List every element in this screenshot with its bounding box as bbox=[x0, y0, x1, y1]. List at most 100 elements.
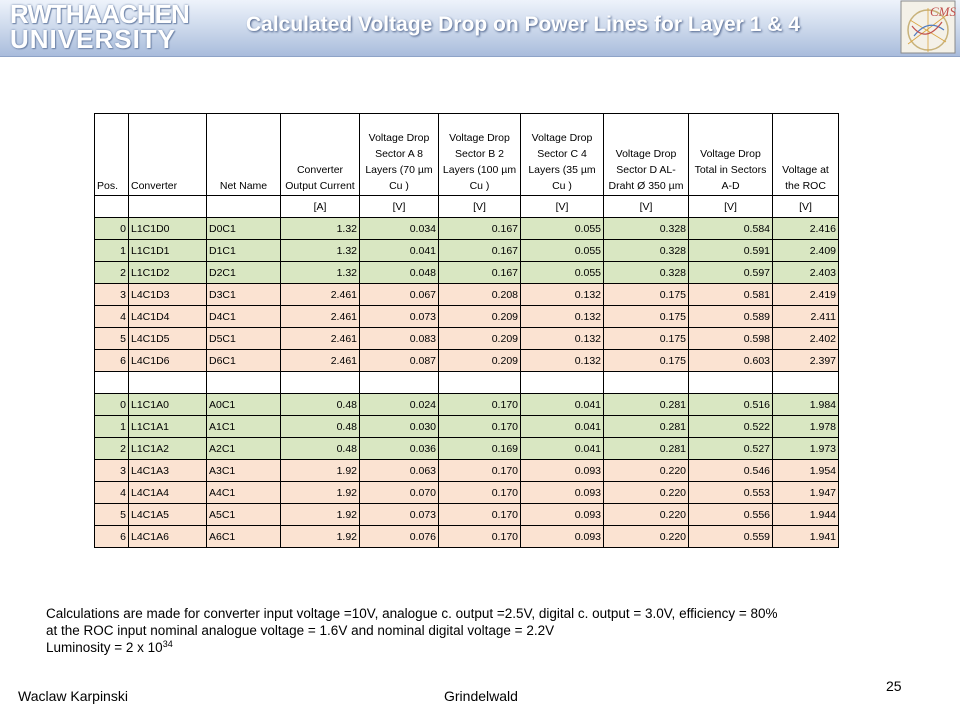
note-line-3: Luminosity = 2 x 1034 bbox=[46, 639, 778, 656]
cell-sector-a: 0.063 bbox=[359, 459, 439, 482]
cell-pos: 1 bbox=[94, 239, 129, 262]
cell-converter: L1C1A1 bbox=[128, 415, 207, 438]
cell-sector-b: 0.170 bbox=[438, 525, 521, 548]
cell-pos: 3 bbox=[94, 283, 129, 306]
cell-sector-a: 0.036 bbox=[359, 437, 439, 460]
table-row: 3 L4C1A3 A3C1 1.92 0.063 0.170 0.093 0.220 0.546… bbox=[94, 459, 839, 482]
cell-sector-a: 0.087 bbox=[359, 349, 439, 372]
cell-total-drop: 0.559 bbox=[688, 525, 773, 548]
table-row: 0 L1C1D0 D0C1 1.32 0.034 0.167 0.055 0.328 0.584… bbox=[94, 217, 839, 240]
cell-sector-a: 0.067 bbox=[359, 283, 439, 306]
cell-pos bbox=[94, 195, 129, 218]
cell-roc-voltage: 2.397 bbox=[772, 349, 839, 372]
cell-net-name: D0C1 bbox=[206, 217, 281, 240]
cell-output-current: 1.92 bbox=[280, 459, 360, 482]
university-logo: RWTHAACHEN UNIVERSITY bbox=[10, 1, 190, 53]
cell-sector-a: 0.070 bbox=[359, 481, 439, 504]
cell-sector-a: 0.041 bbox=[359, 239, 439, 262]
cell-converter: L4C1D5 bbox=[128, 327, 207, 350]
cell-sector-a: 0.073 bbox=[359, 503, 439, 526]
footer-author: Waclaw Karpinski bbox=[18, 688, 128, 704]
cell-sector-c: 0.041 bbox=[520, 393, 604, 416]
cell-total-drop: 0.603 bbox=[688, 349, 773, 372]
table-row: 6 L4C1D6 D6C1 2.461 0.087 0.209 0.132 0.175 0.60… bbox=[94, 349, 839, 372]
cms-logo-text: CMS bbox=[930, 4, 956, 19]
cell-sector-d bbox=[603, 371, 689, 394]
cell-converter: L1C1A2 bbox=[128, 437, 207, 460]
cell-sector-b: 0.170 bbox=[438, 481, 521, 504]
cell-net-name bbox=[206, 371, 281, 394]
cell-net-name: D2C1 bbox=[206, 261, 281, 284]
cell-net-name: D1C1 bbox=[206, 239, 281, 262]
cell-total-drop: 0.522 bbox=[688, 415, 773, 438]
cell-converter: L1C1A0 bbox=[128, 393, 207, 416]
cell-total-drop: 0.546 bbox=[688, 459, 773, 482]
cell-sector-d: 0.328 bbox=[603, 239, 689, 262]
cell-pos: 1 bbox=[94, 415, 129, 438]
page-number: 25 bbox=[886, 678, 902, 694]
cell-roc-voltage: 2.403 bbox=[772, 261, 839, 284]
cell-sector-c: 0.041 bbox=[520, 415, 604, 438]
cell-total-drop: 0.527 bbox=[688, 437, 773, 460]
cell-output-current: 0.48 bbox=[280, 415, 360, 438]
cell-sector-d: 0.328 bbox=[603, 217, 689, 240]
cell-sector-a: 0.076 bbox=[359, 525, 439, 548]
cell-roc-voltage: 1.941 bbox=[772, 525, 839, 548]
cell-output-current: 0.48 bbox=[280, 393, 360, 416]
cell-roc-voltage: 1.944 bbox=[772, 503, 839, 526]
cell-sector-b: 0.167 bbox=[438, 239, 521, 262]
cell-sector-d: 0.175 bbox=[603, 305, 689, 328]
cell-sector-d: 0.175 bbox=[603, 327, 689, 350]
cell-sector-b: 0.169 bbox=[438, 437, 521, 460]
cell-roc-voltage: 1.984 bbox=[772, 393, 839, 416]
col-header-net-name: Net Name bbox=[206, 113, 281, 196]
cell-output-current: 2.461 bbox=[280, 305, 360, 328]
cell-output-current: 1.32 bbox=[280, 217, 360, 240]
col-header-pos: Pos. bbox=[94, 113, 129, 196]
cell-sector-d: 0.281 bbox=[603, 393, 689, 416]
col-header-sector-c: Voltage Drop Sector C 4 Layers (35 µm Cu… bbox=[520, 113, 604, 196]
cell-sector-c: 0.055 bbox=[520, 261, 604, 284]
cell-converter: L4C1D6 bbox=[128, 349, 207, 372]
cell-sector-d: 0.220 bbox=[603, 481, 689, 504]
cell-sector-a: 0.073 bbox=[359, 305, 439, 328]
note-line-1: Calculations are made for converter inpu… bbox=[46, 606, 778, 621]
cell-sector-b: 0.209 bbox=[438, 327, 521, 350]
cell-converter: L1C1D0 bbox=[128, 217, 207, 240]
cell-sector-d: [V] bbox=[603, 195, 689, 218]
cell-converter bbox=[128, 371, 207, 394]
col-header-sector-b: Voltage Drop Sector B 2 Layers (100 µm C… bbox=[438, 113, 521, 196]
cell-sector-b bbox=[438, 371, 521, 394]
col-header-roc-voltage: Voltage at the ROC bbox=[772, 113, 839, 196]
note-line-2: at the ROC input nominal analogue voltag… bbox=[46, 623, 555, 638]
cell-sector-d: 0.328 bbox=[603, 261, 689, 284]
cell-sector-a: 0.048 bbox=[359, 261, 439, 284]
cell-output-current: 2.461 bbox=[280, 349, 360, 372]
cell-output-current: 1.92 bbox=[280, 503, 360, 526]
cell-net-name: A1C1 bbox=[206, 415, 281, 438]
cell-output-current: 1.92 bbox=[280, 481, 360, 504]
cell-sector-a: 0.034 bbox=[359, 217, 439, 240]
table-row: 0 L1C1A0 A0C1 0.48 0.024 0.170 0.041 0.281 0.516… bbox=[94, 393, 839, 416]
cell-net-name: D4C1 bbox=[206, 305, 281, 328]
cell-sector-b: [V] bbox=[438, 195, 521, 218]
cell-sector-b: 0.209 bbox=[438, 305, 521, 328]
cell-sector-d: 0.220 bbox=[603, 503, 689, 526]
cell-output-current: 1.92 bbox=[280, 525, 360, 548]
cell-total-drop: 0.581 bbox=[688, 283, 773, 306]
cell-sector-c: 0.055 bbox=[520, 217, 604, 240]
cell-output-current: 2.461 bbox=[280, 327, 360, 350]
cell-net-name: D6C1 bbox=[206, 349, 281, 372]
cell-total-drop: 0.591 bbox=[688, 239, 773, 262]
cell-converter: L4C1D3 bbox=[128, 283, 207, 306]
cell-net-name: A0C1 bbox=[206, 393, 281, 416]
cell-output-current: 2.461 bbox=[280, 283, 360, 306]
cell-sector-c: 0.132 bbox=[520, 327, 604, 350]
cell-output-current: 1.32 bbox=[280, 239, 360, 262]
table-row: 3 L4C1D3 D3C1 2.461 0.067 0.208 0.132 0.175 0.58… bbox=[94, 283, 839, 306]
cell-pos: 3 bbox=[94, 459, 129, 482]
col-header-converter: Converter bbox=[128, 113, 207, 196]
cell-sector-c bbox=[520, 371, 604, 394]
cell-roc-voltage: 2.416 bbox=[772, 217, 839, 240]
logo-line-1: RWTHAACHEN bbox=[10, 0, 190, 29]
